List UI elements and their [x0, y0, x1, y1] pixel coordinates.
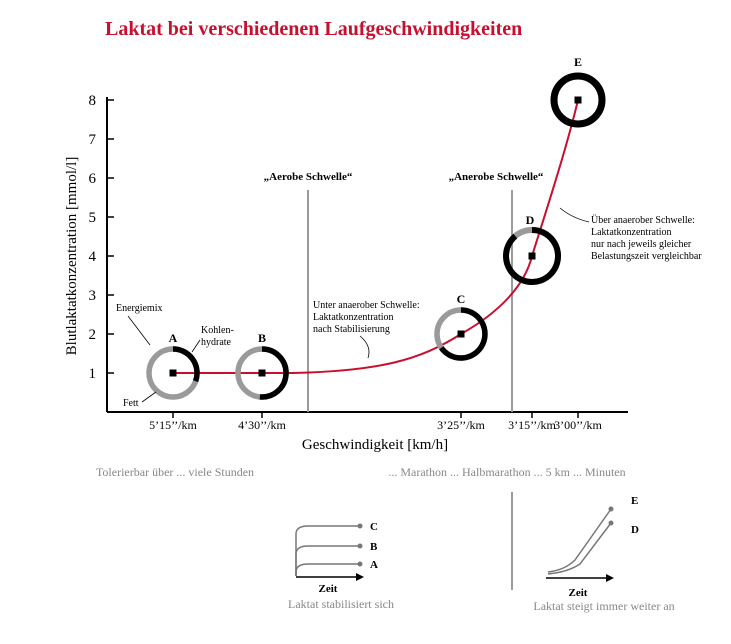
- y-tick-label: 7: [89, 132, 97, 148]
- inset1-endpoint-C: [357, 523, 363, 529]
- energy-ring-dark-C: [439, 307, 488, 361]
- inset-stabilizing: CBA Zeit Laktat stabilisiert sich: [288, 521, 394, 611]
- inset1-series-A: [295, 563, 360, 576]
- x-tick-label: 3’00’’/km: [554, 418, 602, 432]
- inset2-label-E: E: [631, 495, 638, 507]
- annotation-below-threshold: nach Stabilisierung: [313, 324, 390, 335]
- point-label-C: C: [457, 292, 466, 306]
- energy-ring-dark-D: [503, 227, 562, 285]
- data-point-E: [574, 96, 582, 104]
- x-tick-label: 3’25’’/km: [437, 418, 485, 432]
- label-carbs-1: Kohlen-: [201, 325, 234, 336]
- label-carbs-2: hydrate: [201, 337, 232, 348]
- annotation-above-threshold: Über anaerober Schwelle:: [591, 214, 695, 226]
- x-tick-label: 4’30’’/km: [238, 418, 286, 432]
- annotation-above-threshold: nur nach jeweils gleicher: [591, 239, 692, 250]
- inset2-series-D: [547, 522, 612, 575]
- leader-fat: [141, 391, 157, 403]
- point-label-E: E: [574, 55, 582, 69]
- duration-left: Tolerierbar über ... viele Stunden: [96, 465, 254, 479]
- inset1-series-C: [295, 525, 360, 576]
- inset2-endpoint-D: [608, 520, 614, 526]
- data-point-A: [169, 369, 177, 377]
- energy-ring-E: [550, 72, 606, 128]
- inset1-label-A: A: [370, 559, 378, 571]
- x-tick-label: 3’15’’/km: [508, 418, 556, 432]
- y-tick-label: 3: [89, 288, 97, 304]
- inset1-endpoint-A: [357, 561, 363, 567]
- annotation-above-threshold: Laktatkonzentration: [591, 227, 672, 238]
- y-axis-label: Blutlaktatkonzentration [mmol/l]: [64, 157, 80, 356]
- y-tick-label: 8: [89, 93, 97, 109]
- inset2-time-arrow: [606, 574, 614, 582]
- leader-energiemix: [127, 315, 151, 346]
- point-label-A: A: [169, 331, 178, 345]
- threshold-label: „Anerobe Schwelle“: [449, 171, 544, 183]
- inset2-series-E: [547, 508, 612, 573]
- main-plot: 1 2 3 4 5 6 7 8 5’15’’/km 4’30’’/km 3’25’’/km 3’15’…: [64, 55, 702, 590]
- annotation-above-threshold: Belastungszeit vergleichbar: [591, 251, 702, 262]
- label-fat: Fett: [123, 398, 139, 409]
- inset1-label-B: B: [370, 541, 378, 553]
- inset1-time-arrow: [356, 573, 364, 581]
- data-point-D: [528, 252, 536, 260]
- label-energiemix: Energiemix: [116, 303, 162, 314]
- data-point-B: [258, 369, 266, 377]
- y-tick-label: 1: [89, 366, 97, 382]
- duration-right: ... Marathon ... Halbmarathon ... 5 km .…: [388, 465, 625, 479]
- inset2-label-D: D: [631, 524, 639, 536]
- y-tick-label: 6: [89, 171, 97, 187]
- data-point-C: [457, 330, 465, 338]
- leader-carbs: [191, 339, 201, 353]
- inset1-series-B: [295, 545, 360, 576]
- y-tick-label: 4: [89, 249, 97, 265]
- chart-title: Laktat bei verschiedenen Laufgeschwindig…: [105, 18, 522, 40]
- inset2-endpoint-E: [608, 506, 614, 512]
- annotation-below-threshold: Laktatkonzentration: [313, 312, 394, 323]
- energy-ring-dark-B: [259, 346, 289, 400]
- lactate-curve: [173, 99, 579, 374]
- inset1-caption: Laktat stabilisiert sich: [288, 597, 394, 611]
- inset2-axis-label: Zeit: [569, 587, 588, 599]
- annotation-below-threshold: Unter anaerober Schwelle:: [313, 300, 420, 311]
- x-axis-label: Geschwindigkeit [km/h]: [302, 437, 448, 453]
- energy-ring-dark-A: [172, 346, 200, 383]
- inset1-endpoint-B: [357, 543, 363, 549]
- leader-below-threshold: [359, 335, 370, 359]
- threshold-label: „Aerobe Schwelle“: [264, 171, 353, 183]
- leader-above-threshold: [559, 207, 590, 223]
- inset1-label-C: C: [370, 521, 378, 533]
- x-tick-label: 5’15’’/km: [149, 418, 197, 432]
- y-tick-label: 5: [89, 210, 97, 226]
- point-label-B: B: [258, 331, 266, 345]
- inset1-axis-label: Zeit: [319, 583, 338, 595]
- y-tick-label: 2: [89, 327, 97, 343]
- point-label-D: D: [526, 213, 535, 227]
- inset2-caption: Laktat steigt immer weiter an: [533, 599, 674, 613]
